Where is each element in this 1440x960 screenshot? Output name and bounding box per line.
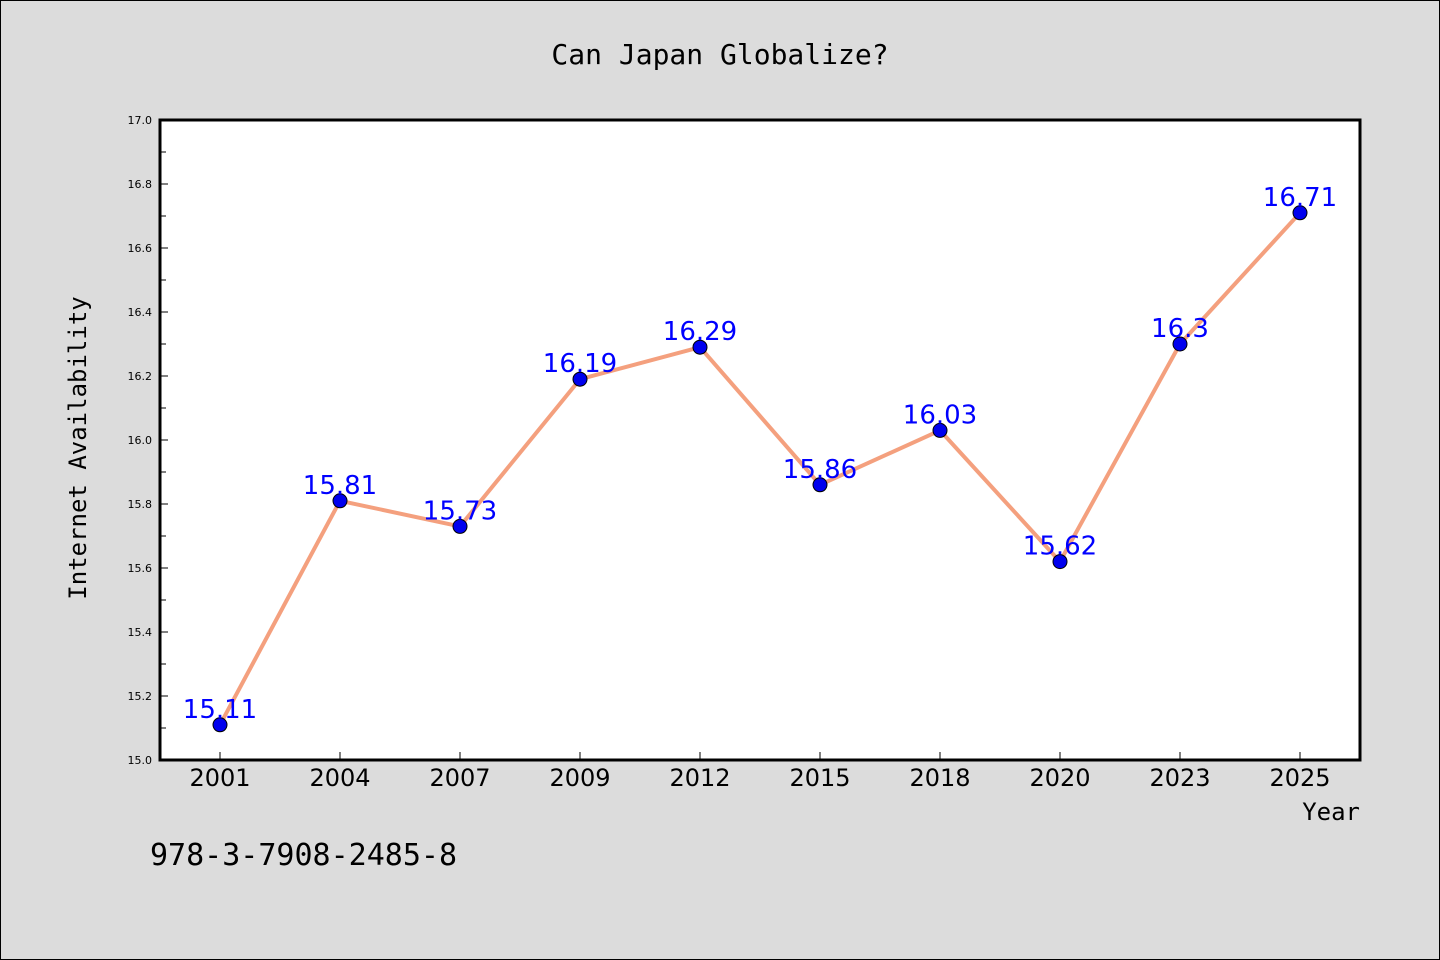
data-point: [932, 422, 948, 438]
data-point: [1292, 205, 1308, 221]
isbn-text: 978-3-7908-2485-8: [150, 838, 457, 873]
data-point: [212, 717, 228, 733]
plot-frame: [158, 118, 1362, 762]
data-label: 16.03: [903, 400, 977, 430]
x-tick-label: 2004: [309, 764, 370, 792]
x-tick-label: 2025: [1269, 764, 1330, 792]
data-label: 16.71: [1263, 183, 1337, 213]
y-tick-label: 15.2: [128, 690, 153, 703]
x-tick-label: 2009: [549, 764, 610, 792]
y-tick-label: 16.6: [128, 242, 153, 255]
data-label: 16.3: [1151, 314, 1209, 344]
x-tick-label: 2018: [909, 764, 970, 792]
y-tick-label: 17.0: [128, 114, 153, 127]
data-point: [812, 477, 828, 493]
y-tick-label: 16.0: [128, 434, 153, 447]
data-point: [452, 518, 468, 534]
y-tick-label: 15.8: [128, 498, 153, 511]
chart-title: Can Japan Globalize?: [551, 38, 888, 71]
data-label: 15.62: [1023, 532, 1097, 562]
y-tick-label: 15.4: [128, 626, 153, 639]
series: 15.11 15.81 15.73 16.19 16.29 15.86 16.03 15.62…: [183, 183, 1337, 733]
x-tick-label: 2020: [1029, 764, 1090, 792]
x-tick-label: 2023: [1149, 764, 1210, 792]
data-label: 15.81: [303, 471, 377, 501]
data-point: [1172, 336, 1188, 352]
data-point: [692, 339, 708, 355]
plot-area: [160, 120, 1360, 760]
data-point: [332, 493, 348, 509]
data-label: 16.19: [543, 349, 617, 379]
data-label: 15.86: [783, 455, 857, 485]
data-point: [1052, 554, 1068, 570]
x-axis: 2001 2004 2007 2009 2012 2015 2018 2020 2023 2025: [189, 752, 1331, 792]
x-tick-label: 2015: [789, 764, 850, 792]
y-tick-label: 15.0: [128, 754, 153, 767]
x-tick-label: 2001: [189, 764, 250, 792]
y-tick-label: 15.6: [128, 562, 153, 575]
data-point: [572, 371, 588, 387]
data-label: 15.11: [183, 695, 257, 725]
x-tick-label: 2007: [429, 764, 490, 792]
data-label: 15.73: [423, 496, 497, 526]
x-tick-label: 2012: [669, 764, 730, 792]
y-tick-label: 16.8: [128, 178, 153, 191]
y-axis-label: Internet Availability: [64, 296, 92, 599]
series-line: [218, 211, 1302, 726]
x-axis-label: Year: [1302, 798, 1360, 826]
data-label: 16.29: [663, 317, 737, 347]
y-tick-label: 16.4: [128, 306, 153, 319]
y-tick-label: 16.2: [128, 370, 153, 383]
